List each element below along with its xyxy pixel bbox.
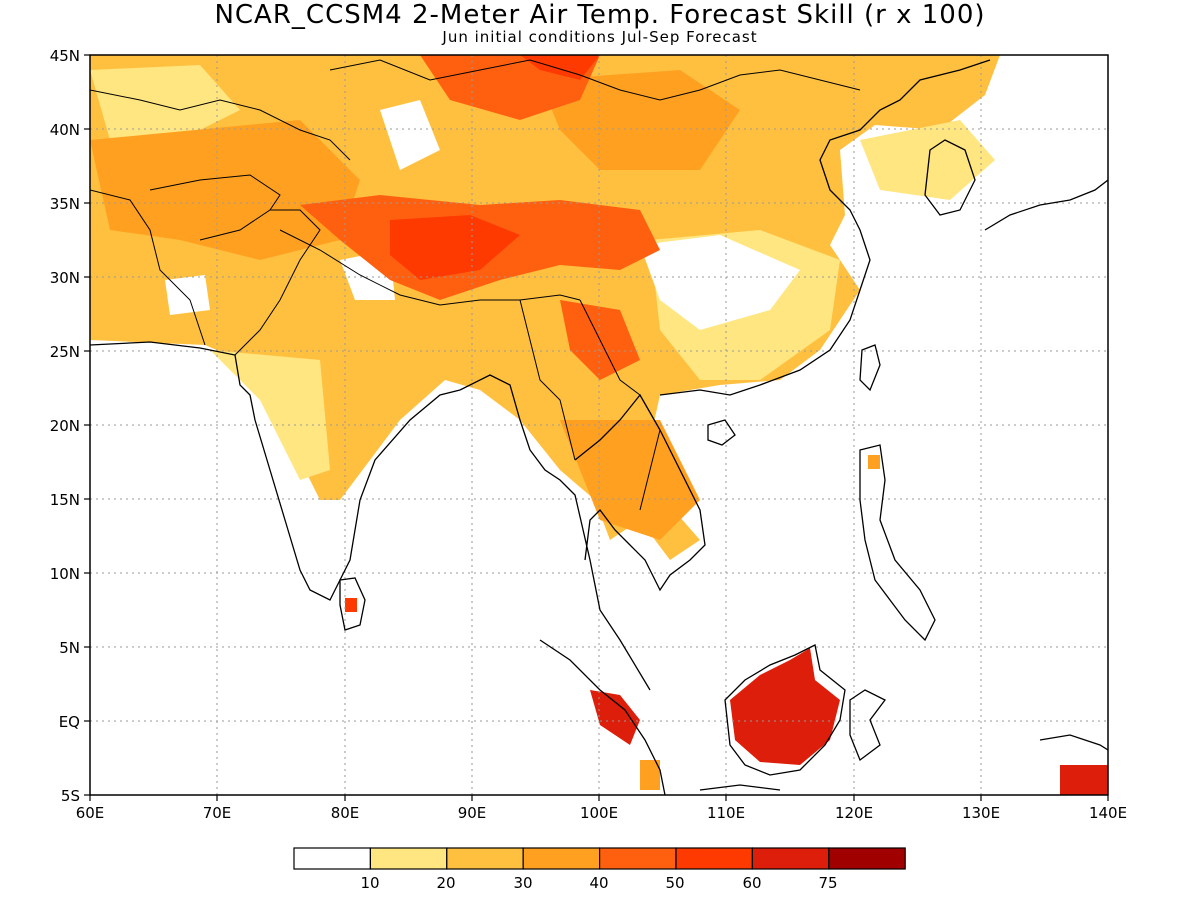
country-borders [90, 59, 861, 511]
colorbar-tick-label: 75 [818, 874, 837, 892]
colorbar-tick-label: 30 [513, 874, 532, 892]
skill-region-borneo [730, 648, 840, 765]
coast-japan [984, 179, 1108, 231]
lat-label: 40N [50, 121, 80, 139]
skill-region-sumatra [590, 690, 640, 745]
border-mekong [579, 299, 641, 396]
lat-label: EQ [59, 713, 80, 731]
coast-bay-of-bengal [459, 374, 651, 691]
skill-region-red-5 [520, 55, 600, 80]
lat-label: 15N [50, 491, 80, 509]
colorbar [293, 847, 906, 870]
lon-label: 60E [76, 804, 105, 822]
coast-srilanka [339, 577, 366, 631]
border-central-asia [90, 89, 351, 161]
border-china-north [329, 59, 861, 101]
lon-label: 120E [835, 804, 873, 822]
lat-label: 45N [50, 47, 80, 65]
coast-new-guinea [1039, 734, 1108, 751]
coast-sulawesi [849, 689, 886, 762]
lat-label: 10N [50, 565, 80, 583]
map-subtitle: Jun initial conditions Jul-Sep Forecast [442, 28, 758, 46]
coast-korea [924, 139, 976, 216]
coast-indochina [574, 393, 706, 592]
coast-borneo [724, 644, 846, 776]
skill-region-yellow-1 [90, 65, 240, 140]
border-myanmar [519, 299, 576, 461]
skill-region-white-1 [640, 235, 800, 330]
colorbar-tick-label: 60 [742, 874, 761, 892]
lat-labels: 45N 40N 35N 30N 25N 20N 15N 10N 5N EQ 5S [50, 47, 80, 805]
lon-label: 100E [580, 804, 618, 822]
colorbar-swatch [598, 847, 677, 870]
colorbar-swatch [751, 847, 830, 870]
border-indochina [639, 394, 661, 511]
colorbar-swatch [675, 847, 754, 870]
skill-region-orange-2 [540, 70, 740, 170]
lat-label: 5N [59, 639, 80, 657]
lat-label: 20N [50, 417, 80, 435]
lon-label: 80E [331, 804, 360, 822]
colorbar-tick-label: 20 [436, 874, 455, 892]
border-afghanistan [149, 174, 281, 211]
skill-region-orange-1 [90, 120, 360, 260]
colorbar-swatch [446, 847, 524, 870]
skill-region-white-2 [380, 100, 440, 170]
border-pakistan [199, 209, 321, 356]
skill-region-yellow-3 [210, 350, 330, 480]
lat-label: 30N [50, 269, 80, 287]
coast-china-east [659, 59, 991, 396]
border-himalaya [279, 229, 581, 306]
lon-labels: 60E 70E 80E 90E 100E 110E 120E 130E 140E [76, 804, 1127, 822]
colorbar-swatch [828, 847, 906, 870]
map-title: NCAR_CCSM4 2-Meter Air Temp. Forecast Sk… [214, 0, 986, 30]
colorbar-swatch [293, 847, 372, 870]
lat-label: 5S [61, 787, 80, 805]
lat-label: 35N [50, 195, 80, 213]
skill-region-yellow-4 [860, 120, 995, 200]
frame-ticks [84, 54, 1109, 801]
coast-taiwan [859, 344, 881, 392]
lon-label: 110E [707, 804, 745, 822]
skill-region-red-2 [390, 215, 520, 280]
coast-hainan [707, 419, 736, 446]
colorbar-tick-label: 40 [589, 874, 608, 892]
border-iran [90, 189, 206, 346]
lon-label: 70E [203, 804, 232, 822]
lon-label: 130E [962, 804, 1000, 822]
coast-java [699, 784, 781, 791]
colorbar-swatch [369, 847, 448, 870]
colorbar-swatch [522, 847, 601, 870]
lat-label: 25N [50, 343, 80, 361]
colorbar-tick-label: 10 [360, 874, 379, 892]
coast-philippines [859, 444, 936, 642]
graticule [90, 55, 1108, 795]
lon-label: 140E [1089, 804, 1127, 822]
skill-region-orange-3 [560, 420, 700, 540]
colorbar-tick-label: 50 [665, 874, 684, 892]
skill-region-white-4 [165, 275, 210, 315]
lon-label: 90E [458, 804, 487, 822]
coast-sumatra [539, 639, 666, 795]
colorbar-labels: 10 20 30 40 50 60 75 [360, 874, 837, 892]
